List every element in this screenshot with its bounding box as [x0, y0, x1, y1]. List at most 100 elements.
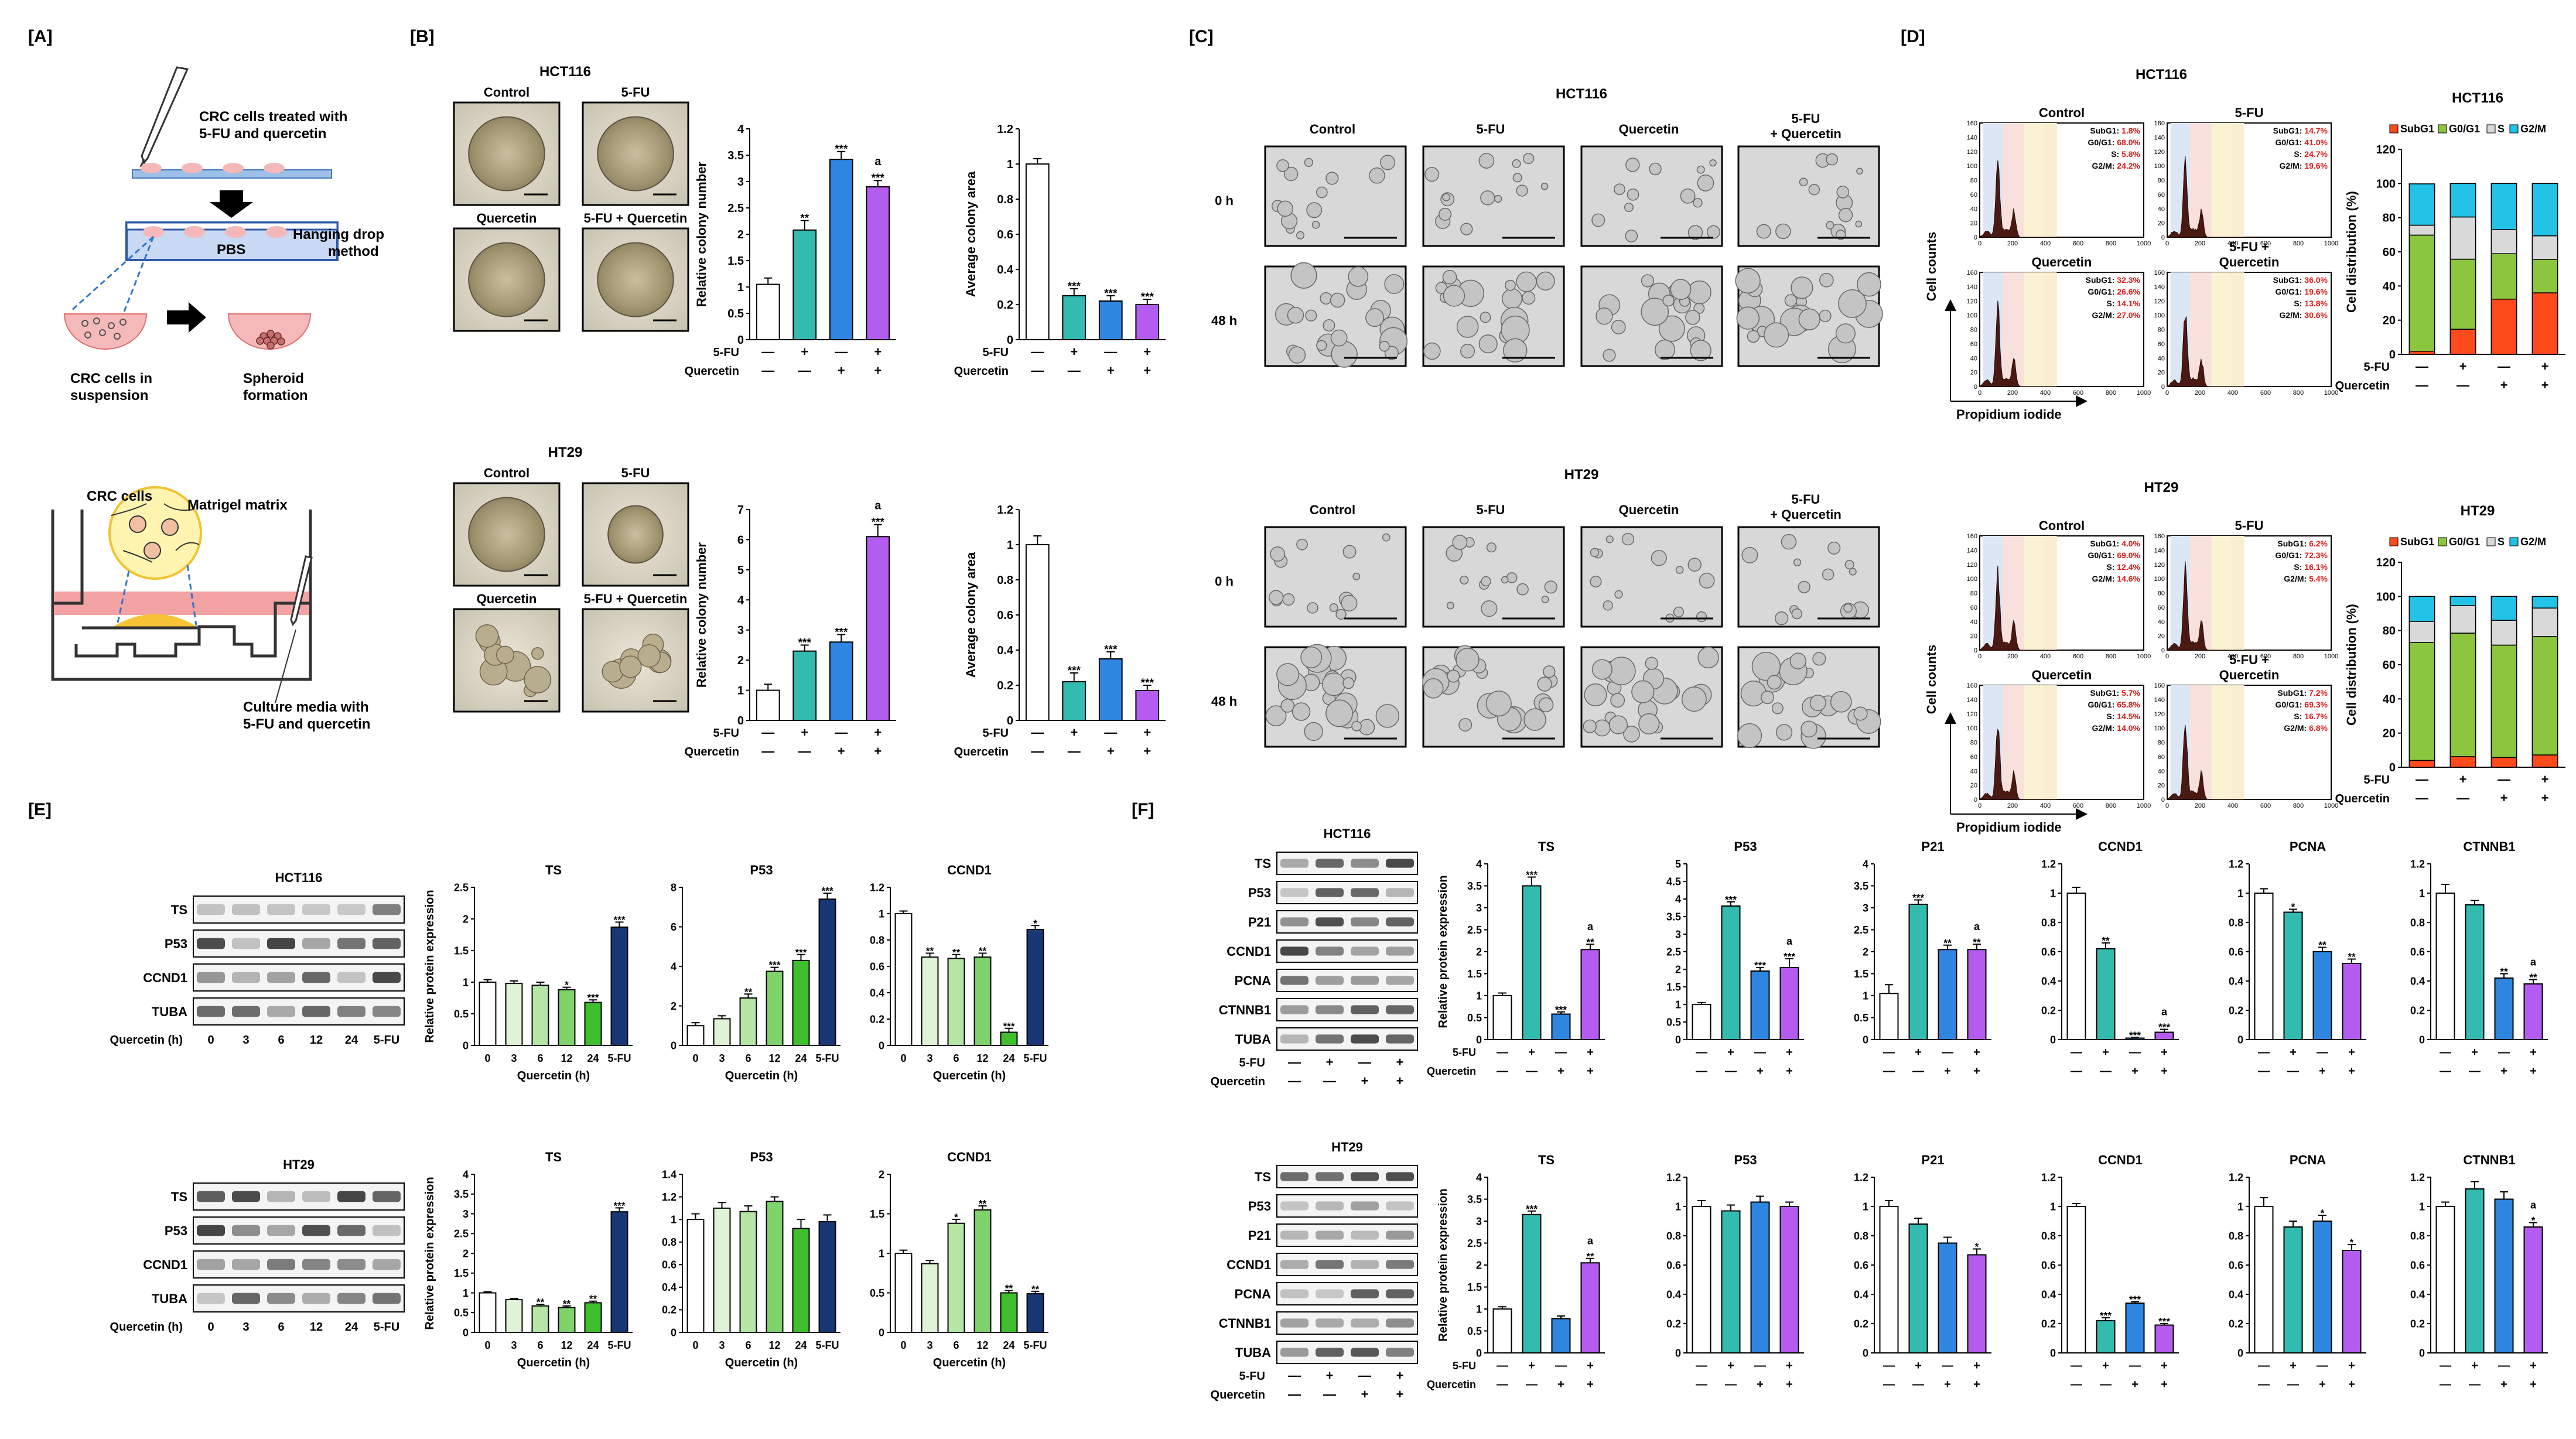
y-tick-label: 0.4: [2229, 1288, 2243, 1300]
flow-x-tick: 1000: [2137, 802, 2151, 809]
cycle-stat: SubG1: 14.7%: [2273, 126, 2328, 135]
cell: [1540, 183, 1549, 190]
bar: [2435, 1206, 2455, 1353]
treatment-sign: +: [2541, 791, 2549, 805]
blot-band: [267, 1293, 295, 1304]
flow-x-tick: 600: [2073, 389, 2083, 397]
flow-x-tick: 0: [1978, 389, 1981, 397]
y-tick-label: 0.2: [662, 1304, 677, 1316]
cell: [1316, 186, 1328, 199]
blot-time-label: 6: [278, 1321, 284, 1334]
a-media-line1: Culture media with: [243, 699, 369, 715]
sig-stars: ***: [2158, 1316, 2170, 1327]
y-tick-label: 0: [2050, 1347, 2056, 1359]
bar: [1967, 1254, 1987, 1353]
flow-y-tick: 100: [1967, 312, 1977, 319]
sig-stars: ***: [1526, 1204, 1538, 1215]
blot-strip: [193, 963, 405, 992]
cell: [1480, 190, 1495, 206]
y-tick-label: 40: [2383, 693, 2396, 706]
bar: [792, 1228, 810, 1334]
legend-swatch: [2389, 537, 2399, 546]
y-tick-label: 0: [2419, 1347, 2425, 1359]
cell: [1512, 159, 1521, 168]
bar: [894, 913, 913, 1046]
bar: [1692, 1004, 1711, 1040]
treatment-sign: —: [1912, 1378, 1924, 1391]
sig-stars: **: [2529, 972, 2537, 983]
flow-histogram: 0 200 400 600 800 1000 0 20 40 60 80 100 120 140 160 Su…: [1967, 269, 2151, 397]
bar: [2154, 1031, 2174, 1040]
y-tick-label: 2: [1476, 1259, 1482, 1271]
treatment-row-label: Quercetin: [1427, 1065, 1476, 1077]
sig-stars: *: [1975, 1242, 1979, 1253]
treatment-sign: —: [835, 344, 848, 359]
y-tick-label: 0.4: [997, 644, 1014, 657]
legend-label: G2/M: [2520, 123, 2546, 135]
x-axis-title: Quercetin (h): [517, 1356, 590, 1369]
x-tick-label: 24: [1003, 1052, 1014, 1064]
treatment-sign: +: [1326, 1368, 1334, 1383]
cell: [1423, 678, 1444, 699]
y-tick-label: 0.2: [2229, 1004, 2243, 1016]
well-outline: [51, 510, 312, 681]
flow-x-tick: 200: [2195, 240, 2205, 247]
cell: [1296, 231, 1305, 240]
blot-protein-label: P21: [1248, 1228, 1271, 1243]
treatment-sign: —: [1555, 1046, 1567, 1059]
treatment-sign: +: [2471, 1359, 2478, 1372]
bar: [973, 956, 992, 1046]
treatment-sign: —: [1883, 1065, 1895, 1078]
y-tick-label: 2: [1476, 946, 1482, 958]
flow-x-tick: 400: [2040, 653, 2051, 660]
media-fill: [54, 592, 309, 615]
cell: [1690, 340, 1711, 361]
y-tick-label: 2.5: [1854, 924, 1868, 936]
cell: [1543, 665, 1556, 678]
blot-band: [232, 1225, 260, 1236]
cell: [1341, 594, 1358, 612]
blot-band: [337, 1191, 365, 1202]
a-crc-cells: CRC cells: [87, 488, 152, 504]
blot-band: [1351, 976, 1379, 985]
drop: [182, 163, 203, 173]
treatment-sign: +: [874, 363, 882, 378]
sig-stars: ***: [872, 517, 885, 529]
cell-cluster: [637, 644, 661, 668]
treatment-sign: —: [1883, 1046, 1895, 1059]
blot-protein-label: TUBA: [1235, 1032, 1271, 1047]
cell: [1696, 611, 1707, 623]
y-tick-label: 0: [737, 715, 744, 727]
blot-band: [373, 1191, 401, 1202]
bar: [1522, 1214, 1542, 1353]
y-tick-label: 0: [1007, 334, 1013, 347]
cell: [1670, 279, 1692, 300]
stack-segment: [2449, 633, 2476, 757]
micrograph: [453, 608, 561, 713]
cycle-stat: SubG1: 4.0%: [2090, 539, 2140, 548]
cell-cluster: [496, 645, 515, 664]
cell: [1447, 669, 1460, 683]
y-axis-label: Relative colony number: [694, 542, 709, 688]
treatment-sign: —: [1288, 1074, 1301, 1088]
cycle-stat-label: G2/M:: [2280, 310, 2305, 320]
stack-segment: [2408, 224, 2435, 236]
cell: [1544, 580, 1557, 594]
x-tick-label: 0: [484, 1052, 490, 1064]
treatment-sign: —: [761, 344, 774, 359]
blot-band: [1386, 1260, 1414, 1269]
cell: [1536, 271, 1555, 290]
bar: [2342, 1250, 2362, 1353]
chart-b-ht29-number: 0 1 2 3 4 5 6 7 *** *** *** a Relative colony number…: [685, 500, 896, 758]
timepoint-label: 48 h: [1211, 694, 1237, 709]
bar: [2494, 977, 2514, 1040]
cell: [1311, 221, 1320, 229]
flow-y-tick: 160: [1967, 682, 1977, 689]
microscopy-field: [1264, 644, 1407, 748]
blot-band: [1316, 976, 1344, 985]
timepoint-label: 0 h: [1215, 193, 1234, 208]
y-axis-label: Average colony area: [964, 171, 978, 297]
treatment-sign: —: [1497, 1065, 1508, 1078]
